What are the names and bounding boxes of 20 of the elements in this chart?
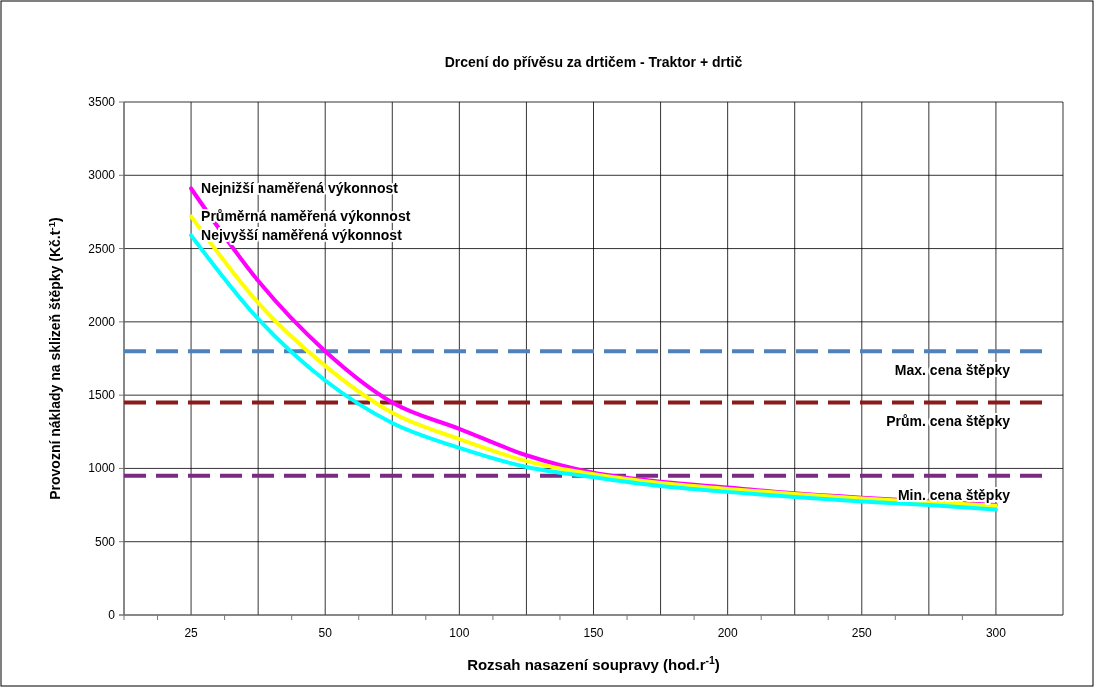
y-tick-label: 1000 bbox=[88, 461, 116, 476]
x-tick-label: 50 bbox=[318, 626, 333, 640]
y-tick-label: 1500 bbox=[88, 388, 116, 403]
y-tick-label: 3000 bbox=[88, 168, 116, 183]
x-tick-label: 250 bbox=[851, 626, 873, 640]
ref-line-label: Max. cena štěpky bbox=[894, 362, 1011, 379]
x-axis-title: Rozsah nasazení soupravy (hod.r$^{-1}$) bbox=[467, 654, 720, 673]
y-tick-label: 3500 bbox=[88, 95, 116, 109]
chart-title: Drcení do přívěsu za drtičem - Traktor + drtič bbox=[444, 54, 743, 70]
ref-line-label: Min. cena štěpky bbox=[897, 486, 1011, 503]
y-tick-label: 2000 bbox=[88, 314, 116, 329]
y-tick-label: 2500 bbox=[88, 241, 116, 256]
x-tick-label: 300 bbox=[985, 626, 1007, 640]
x-tick-label: 200 bbox=[717, 626, 738, 640]
y-tick-label: 500 bbox=[94, 534, 116, 549]
x-tick-label: 25 bbox=[184, 626, 199, 640]
ref-line-label: Prům. cena štěpky bbox=[886, 413, 1011, 430]
y-tick-label: 0 bbox=[108, 608, 116, 622]
x-tick-label: 100 bbox=[449, 626, 470, 640]
x-tick-label: 150 bbox=[583, 626, 604, 640]
